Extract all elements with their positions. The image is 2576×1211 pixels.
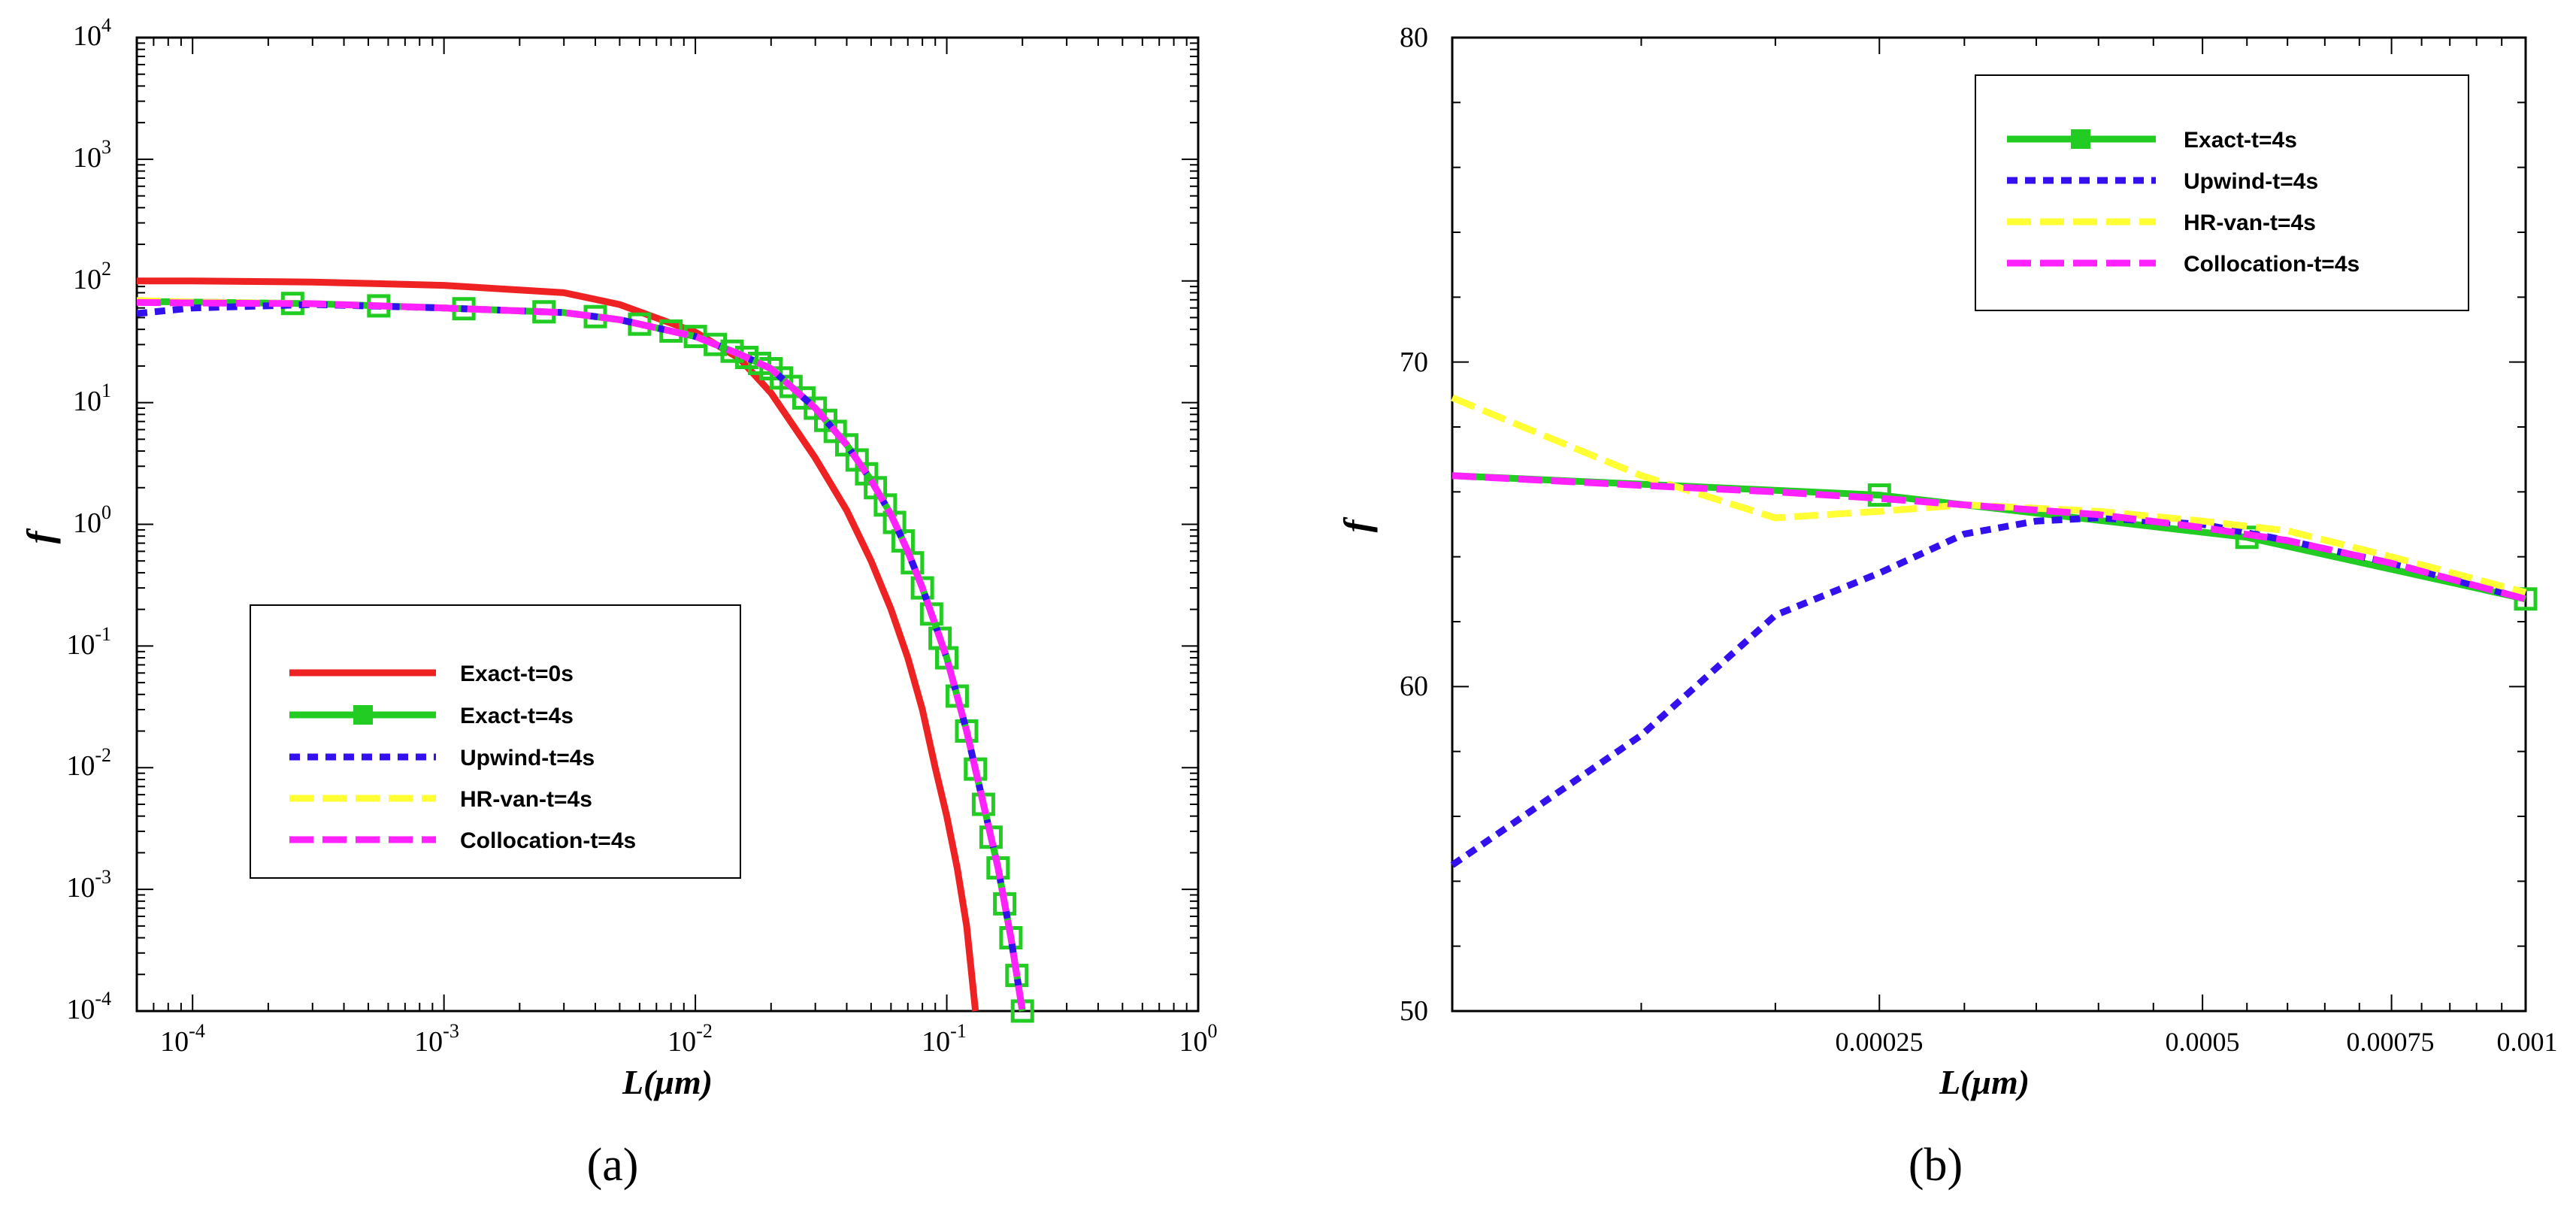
panel-a-marker-square	[704, 332, 728, 356]
panel-b-yaxis-label: f	[1336, 516, 1378, 532]
panel-a-marker-square	[891, 529, 915, 553]
panel-a-ytick-label: 10-3	[66, 866, 111, 904]
panel-b-ytick-label: 70	[1400, 347, 1428, 378]
panel-a-yaxis-label: f	[19, 528, 61, 543]
panel-a-series-group	[136, 277, 1034, 1023]
panel-a-legend-label: Upwind-t=4s	[460, 746, 595, 770]
panel-b-y-minor-ticks	[1452, 37, 2526, 1012]
panel-a-ytick-label: 100	[73, 501, 111, 539]
panel-b-legend-label: Collocation-t=4s	[2184, 252, 2360, 277]
panel-a-ytick-label: 10-1	[66, 623, 111, 661]
panel-a-xtick-label: 10-2	[667, 1020, 713, 1058]
panel-b-ytick-label: 50	[1400, 995, 1428, 1027]
panel-a-xtick-label: 100	[1179, 1020, 1218, 1058]
panel-a-xaxis-label: L(μm)	[622, 1063, 713, 1101]
panel-b-legend: Exact-t=4s Upwind-t=4s HR-van-t=4s Collo…	[1975, 74, 2469, 311]
panel-a-xtick-label: 10-4	[160, 1020, 205, 1058]
panel-a-series-line	[136, 298, 1026, 1012]
panel-b-chart: 50 60 70 80 0.00025 0.0005 0.00075 0.001…	[1336, 22, 2558, 1191]
panel-b-series-group	[1450, 394, 2538, 868]
panel-a-ytick-label: 10-4	[66, 988, 111, 1025]
panel-a-series-line	[137, 277, 979, 1012]
panel-b-legend-label: HR-van-t=4s	[2184, 210, 2316, 235]
panel-b-legend-label: Exact-t=4s	[2184, 128, 2297, 153]
panel-b-ytick-label: 60	[1400, 671, 1428, 702]
panel-a-x-minor-ticks	[136, 38, 1199, 1011]
panel-a-marker-square	[734, 346, 758, 369]
panel-a-legend-label: Exact-t=0s	[460, 662, 574, 686]
panel-a-ytick-label: 102	[73, 258, 111, 295]
panel-a-legend-label: Exact-t=4s	[460, 704, 574, 728]
panel-b-xtick-label: 0.0005	[2166, 1027, 2240, 1057]
panel-b-legend-box	[1975, 74, 2469, 311]
panel-a-legend: Exact-t=0s Exact-t=4s Upwind-t=4s HR-van…	[250, 604, 741, 879]
panel-a-label: (a)	[587, 1140, 639, 1191]
panel-a-ytick-label: 104	[73, 14, 111, 52]
panel-b-label: (b)	[1909, 1140, 1963, 1191]
panel-a-legend-label: HR-van-t=4s	[460, 787, 592, 812]
panel-b-xaxis-label: L(μm)	[1939, 1063, 2030, 1101]
panel-b-ytick-label: 80	[1400, 22, 1428, 53]
panel-b-x-minor-ticks	[1640, 38, 2526, 1011]
panel-a-ytick-label: 10-2	[66, 744, 111, 782]
panel-b-xtick-label: 0.001	[2497, 1027, 2558, 1057]
panel-a-chart: 10-4 10-3 10-2 10-1 100 101 102 103 104 …	[19, 14, 1218, 1191]
panel-b-xtick-label: 0.00075	[2347, 1027, 2435, 1057]
panel-a-xtick-label: 10-1	[922, 1020, 967, 1058]
panel-a-ytick-label: 101	[73, 380, 111, 417]
panel-a-marker-square	[720, 339, 744, 363]
panel-a-legend-label: Collocation-t=4s	[460, 828, 636, 853]
panel-b-legend-marker-square	[2071, 129, 2090, 149]
panel-a-xtick-label: 10-3	[414, 1020, 459, 1058]
panel-a-marker-square	[901, 551, 925, 575]
panel-a-y-minor-ticks	[137, 37, 1198, 1012]
panel-b-series-line	[1451, 472, 2527, 603]
panel-b-xtick-label: 0.00025	[1836, 1027, 1924, 1057]
panel-a-legend-box	[250, 604, 741, 879]
panel-a-legend-marker-square	[353, 705, 373, 725]
panel-b-legend-label: Upwind-t=4s	[2184, 169, 2318, 194]
panel-a-ytick-label: 103	[73, 136, 111, 174]
